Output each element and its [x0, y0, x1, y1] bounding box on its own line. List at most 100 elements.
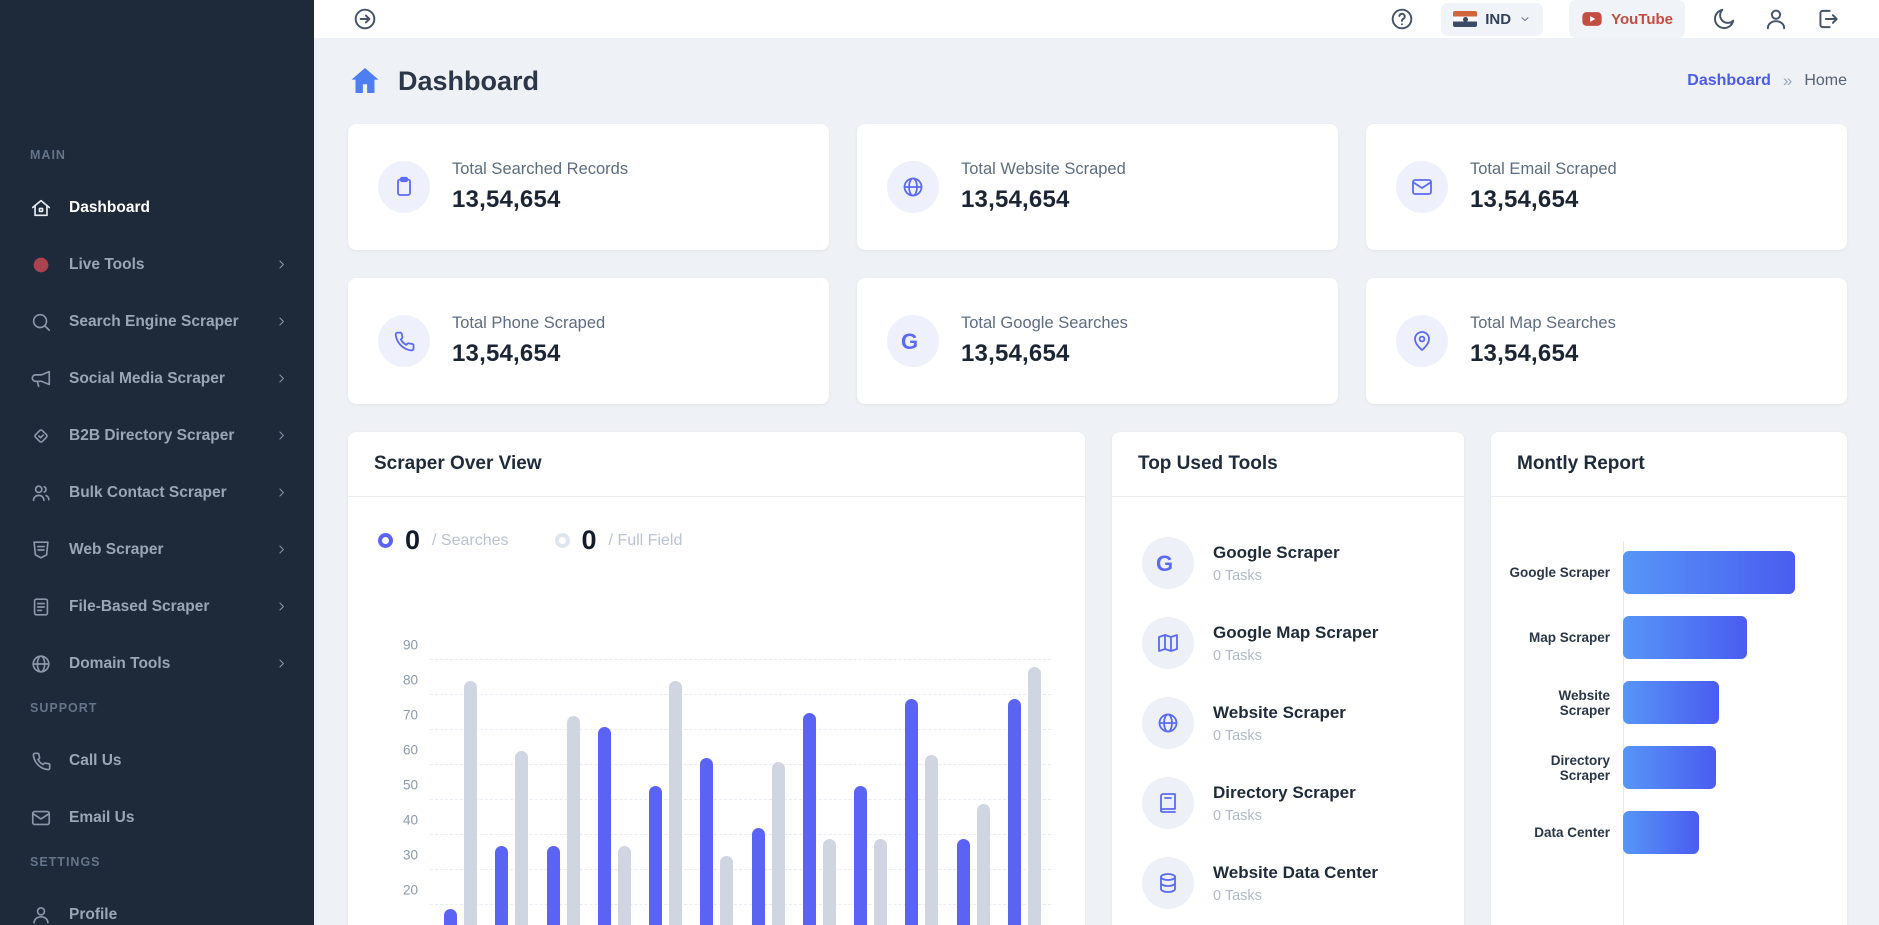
tool-icon-circle: G: [1142, 537, 1194, 589]
language-selector[interactable]: IND: [1441, 3, 1543, 36]
phone-icon: [30, 750, 52, 772]
stat-card: Total Email Scraped13,54,654: [1366, 124, 1847, 250]
content: Dashboard Dashboard » Home Total Searche…: [314, 38, 1879, 925]
users-icon: [30, 482, 52, 504]
sidebar-item-social-media-scraper[interactable]: Social Media Scraper: [0, 359, 314, 398]
bar-full-field: [464, 681, 477, 925]
tool-item-google-scraper[interactable]: GGoogle Scraper0 Tasks: [1142, 537, 1438, 589]
bar-full-field: [567, 716, 580, 925]
y-axis-tick: 20: [378, 883, 418, 898]
tool-item-directory-scraper[interactable]: Directory Scraper0 Tasks: [1142, 777, 1438, 829]
data-icon: [1156, 871, 1180, 895]
breadcrumb-dashboard-link[interactable]: Dashboard: [1687, 72, 1771, 90]
bar-searches: [700, 758, 713, 925]
sidebar-item-label: Dashboard: [69, 199, 150, 217]
monthly-report-title: Montly Report: [1517, 453, 1645, 474]
stat-icon-circle: [378, 161, 430, 213]
bar-searches: [752, 828, 765, 925]
stat-card: Total Website Scraped13,54,654: [857, 124, 1338, 250]
tool-icon-circle: [1142, 777, 1194, 829]
tool-name: Google Scraper: [1213, 543, 1340, 563]
bar-group: [752, 762, 785, 925]
tool-item-google-map-scraper[interactable]: Google Map Scraper0 Tasks: [1142, 617, 1438, 669]
clipboard-icon: [392, 175, 416, 199]
youtube-button[interactable]: YouTube: [1569, 0, 1685, 38]
bar-searches: [495, 846, 508, 925]
y-axis-tick: 40: [378, 813, 418, 828]
sidebar-item-b2b-directory-scraper[interactable]: B2B Directory Scraper: [0, 416, 314, 455]
bar-group: [854, 786, 887, 925]
y-axis-tick: 50: [378, 778, 418, 793]
sidebar-item-profile[interactable]: Profile: [0, 895, 314, 925]
globe-icon: [30, 653, 52, 675]
sidebar-section-label: SETTINGS: [0, 855, 314, 869]
y-axis-tick: 80: [378, 673, 418, 688]
bar-full-field: [874, 839, 887, 925]
sidebar-item-call-us[interactable]: Call Us: [0, 741, 314, 780]
legend-label: / Full Field: [609, 532, 683, 550]
monthly-bar: [1623, 811, 1699, 854]
sidebar-item-bulk-contact-scraper[interactable]: Bulk Contact Scraper: [0, 473, 314, 512]
file-icon: [30, 596, 52, 618]
user-icon[interactable]: [1763, 6, 1789, 32]
mail-icon: [1410, 175, 1434, 199]
user-icon: [30, 904, 52, 925]
legend-dot-icon: [378, 533, 393, 548]
bar-searches: [905, 699, 918, 925]
tool-name: Directory Scraper: [1213, 783, 1356, 803]
monthly-category-label: Website Scraper: [1505, 688, 1623, 718]
tool-tasks: 0 Tasks: [1213, 728, 1346, 744]
tool-name: Website Scraper: [1213, 703, 1346, 723]
live-dot-icon: [30, 254, 52, 276]
bar-full-field: [772, 762, 785, 925]
sidebar-item-domain-tools[interactable]: Domain Tools: [0, 644, 314, 683]
bar-full-field: [515, 751, 528, 925]
sidebar-item-live-tools[interactable]: Live Tools: [0, 245, 314, 284]
globe-icon: [901, 175, 925, 199]
bar-group: [803, 713, 836, 925]
sidebar-toggle-icon[interactable]: [352, 6, 378, 32]
bar-searches: [1008, 699, 1021, 925]
breadcrumb: Dashboard » Home: [1687, 71, 1847, 91]
megaphone-icon: [30, 368, 52, 390]
stat-label: Total Map Searches: [1470, 314, 1616, 333]
sidebar-item-web-scraper[interactable]: Web Scraper: [0, 530, 314, 569]
search-icon: [30, 311, 52, 333]
monthly-row: Data Center: [1505, 811, 1823, 854]
sidebar-item-dashboard[interactable]: Dashboard: [0, 188, 314, 227]
logo-area: [0, 0, 314, 86]
chevron-right-icon: [275, 600, 288, 613]
monthly-category-label: Google Scraper: [1505, 565, 1623, 580]
sidebar-item-label: Profile: [69, 906, 117, 924]
bar-full-field: [720, 856, 733, 925]
legend-label: / Searches: [432, 532, 508, 550]
bar-group: [957, 804, 990, 925]
sidebar-item-email-us[interactable]: Email Us: [0, 798, 314, 837]
logout-icon[interactable]: [1815, 6, 1841, 32]
top-used-tools-card: Top Used Tools GGoogle Scraper0 TasksGoo…: [1112, 432, 1464, 925]
tool-item-website-data-center[interactable]: Website Data Center0 Tasks: [1142, 857, 1438, 909]
dark-mode-icon[interactable]: [1711, 6, 1737, 32]
bottom-grid: Scraper Over View 0/ Searches0/ Full Fie…: [348, 432, 1847, 925]
chevron-right-icon: [275, 258, 288, 271]
sidebar-item-label: Social Media Scraper: [69, 370, 225, 388]
bar-full-field: [1028, 667, 1041, 925]
tool-item-website-scraper[interactable]: Website Scraper 0 Tasks: [1142, 697, 1438, 749]
monthly-axis-line: [1623, 541, 1624, 925]
stat-value: 13,54,654: [961, 340, 1128, 368]
help-icon[interactable]: [1389, 6, 1415, 32]
youtube-icon: [1581, 8, 1603, 30]
monthly-category-label: Directory Scraper: [1505, 753, 1623, 783]
sidebar-section-label: SUPPORT: [0, 701, 314, 715]
tool-tasks: 0 Tasks: [1213, 888, 1378, 904]
bar-group: [547, 716, 580, 925]
legend-item[interactable]: 0/ Full Field: [555, 525, 683, 556]
monthly-row: Website Scraper: [1505, 681, 1823, 724]
sidebar-item-search-engine-scraper[interactable]: Search Engine Scraper: [0, 302, 314, 341]
legend-item[interactable]: 0/ Searches: [378, 525, 509, 556]
tool-tasks: 0 Tasks: [1213, 648, 1378, 664]
bar-full-field: [669, 681, 682, 925]
sidebar-item-file-based-scraper[interactable]: File-Based Scraper: [0, 587, 314, 626]
monthly-row: Map Scraper: [1505, 616, 1823, 659]
india-flag-icon: [1453, 11, 1477, 27]
